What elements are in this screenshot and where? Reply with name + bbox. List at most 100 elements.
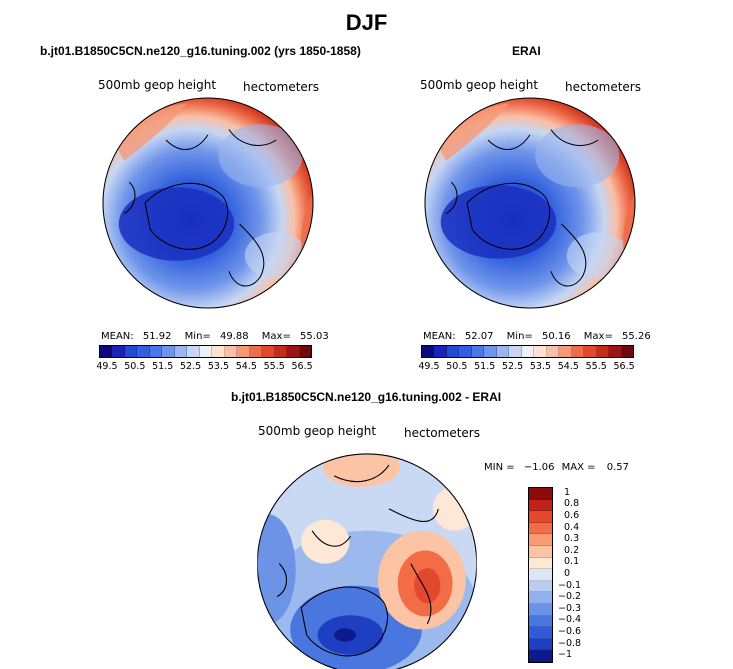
colorbar-swatch [274,346,288,357]
colorbar-label: 54.5 [557,361,579,372]
colorbar-label: 53.5 [529,361,552,372]
obs-colorbar [421,345,634,358]
colorbar-swatch [546,346,560,357]
obs-variable-label: 500mb geop height [420,78,539,92]
diff-units-label: hectometers [404,426,480,440]
diff-variable-label: 500mb geop height [258,424,377,438]
colorbar-swatch [529,603,552,616]
colorbar-label: 52.5 [179,361,202,372]
colorbar-swatch [529,557,552,570]
colorbar-label: 0.1 [564,556,580,568]
polar-vortex-core [118,187,235,261]
colorbar-swatch [471,346,485,357]
diff-colorbar-labels: 1 0.8 0.6 0.4 0.3 0.2 0.1 0 −0.1 −0.2 −0.3 −0.4 −0.6… [558,486,600,661]
colorbar-swatch [187,346,200,357]
colorbar-label: −0.3 [558,602,582,614]
diff-max-label: MAX = [561,462,596,473]
colorbar-swatch [137,346,150,357]
diff-max-value: 0.57 [606,462,629,473]
model-colorbar-labels: 49.5 50.5 51.5 52.5 53.5 54.5 55.5 56.5 [93,361,316,372]
colorbar-label: −0.6 [558,626,582,637]
colorbar-swatch [162,346,175,357]
colorbar-label: 56.5 [613,361,635,372]
colorbar-swatch [422,346,435,357]
colorbar-swatch [529,511,552,523]
colorbar-swatch [529,488,552,500]
model-min-value: 49.88 [219,331,249,342]
colorbar-label: 53.5 [207,361,230,372]
model-mean-value: 51.92 [142,331,172,342]
colorbar-label: 50.5 [446,361,468,372]
colorbar-label: 56.5 [291,361,313,372]
obs-polar-map [424,97,636,309]
colorbar-swatch [534,346,547,357]
colorbar-swatch [262,346,275,357]
colorbar-swatch [596,346,610,357]
colorbar-swatch [212,346,225,357]
colorbar-swatch [529,534,552,546]
diff-min-label: MIN = [484,462,515,473]
colorbar-label: 52.5 [501,361,524,372]
obs-panel-title: ERAI [512,44,541,58]
colorbar-swatch [621,346,633,357]
model-mean-label: MEAN: [101,331,134,342]
page-title: DJF [345,10,388,35]
colorbar-label: 50.5 [124,361,146,372]
colorbar-label: 0.4 [564,521,580,533]
colorbar-swatch [174,346,188,357]
colorbar-swatch [521,346,535,357]
colorbar-swatch [484,346,497,357]
colorbar-label: 1 [564,486,571,498]
coastlines [276,464,439,657]
colorbar-swatch [496,346,510,357]
diff-min-value: −1.06 [523,462,555,473]
model-panel-title: b.jt01.B1850C5CN.ne120_g16.tuning.002 (y… [40,44,361,58]
colorbar-swatch [299,346,311,357]
obs-max-value: 55.26 [622,331,651,342]
colorbar-label: 54.5 [235,361,257,372]
colorbar-swatch [199,346,213,357]
colorbar-label: 49.5 [96,361,118,372]
colorbar-swatch [529,569,552,581]
colorbar-swatch [529,580,552,593]
colorbar-label: −0.4 [558,614,582,626]
colorbar-swatch [224,346,238,357]
colorbar-swatch [529,522,552,535]
colorbar-swatch [529,545,552,558]
colorbar-swatch [584,346,597,357]
coastlines [123,129,277,287]
model-variable-label: 500mb geop height [98,78,217,92]
colorbar-swatch [559,346,572,357]
diff-colorbar [528,487,553,663]
obs-mean-value: 52.07 [464,331,494,342]
colorbar-swatch [446,346,460,357]
colorbar-label: −1 [558,649,573,661]
obs-min-label: Min= [506,331,533,342]
obs-units-label: hectometers [565,80,641,94]
diff-panel-title: b.jt01.B1850C5CN.ne120_g16.tuning.002 - … [231,390,502,404]
colorbar-swatch [529,592,552,604]
colorbar-label: 0.6 [564,510,580,521]
model-min-label: Min= [184,331,211,342]
colorbar-swatch [149,346,163,357]
colorbar-swatch [609,346,622,357]
colorbar-swatch [459,346,472,357]
colorbar-swatch [509,346,522,357]
colorbar-swatch [434,346,447,357]
model-max-value: 55.03 [300,331,329,342]
colorbar-label: 0 [564,568,571,579]
colorbar-swatch [529,650,552,662]
colorbar-swatch [287,346,300,357]
obs-max-label: Max= [583,331,613,342]
colorbar-label: 0.2 [564,544,580,556]
coastlines [445,129,599,287]
polar-vortex-core [440,185,557,259]
diff-polar-map [257,453,477,669]
colorbar-swatch [529,499,552,512]
model-max-label: Max= [261,331,291,342]
colorbar-label: 0.8 [564,498,580,510]
colorbar-label: −0.8 [558,637,582,649]
colorbar-label: 49.5 [418,361,440,372]
obs-colorbar-labels: 49.5 50.5 51.5 52.5 53.5 54.5 55.5 56.5 [415,361,638,372]
colorbar-swatch [529,638,552,651]
